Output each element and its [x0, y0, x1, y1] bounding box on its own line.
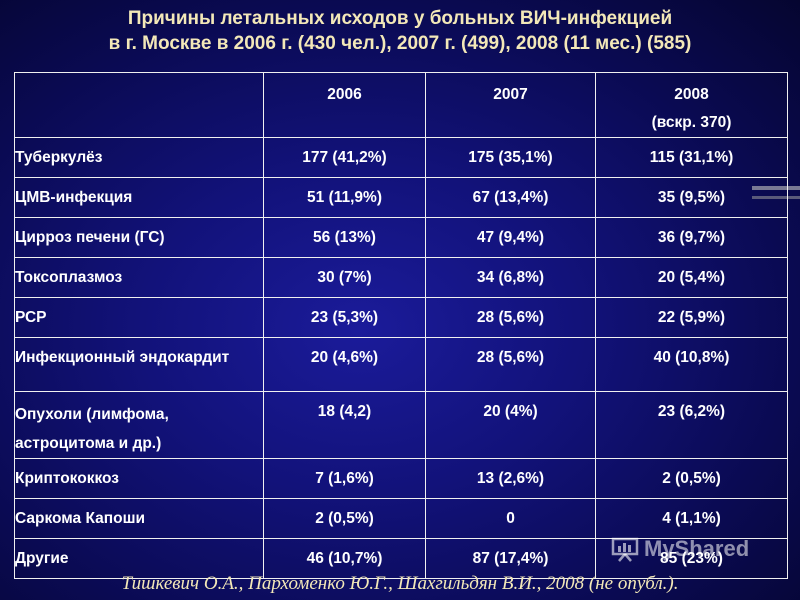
table-row: Опухоли (лимфома, астроцитома и др.) 18 …: [14, 391, 788, 459]
header-cell-2007: 2007: [425, 72, 596, 138]
value-2008: 35 (9,5%): [595, 177, 788, 218]
value-2006: 30 (7%): [263, 257, 426, 298]
value-2006: 23 (5,3%): [263, 297, 426, 338]
table-row: ЦМВ-инфекция 51 (11,9%) 67 (13,4%) 35 (9…: [14, 177, 788, 218]
value-2007: 87 (17,4%): [425, 538, 596, 579]
watermark-text: MyShared: [644, 536, 750, 561]
value-2006: 20 (4,6%): [263, 337, 426, 392]
cause-name: Саркома Капоши: [14, 498, 264, 539]
value-2007: 28 (5,6%): [425, 297, 596, 338]
cause-name: Криптококкоз: [14, 458, 264, 499]
title-line-2: в г. Москве в 2006 г. (430 чел.), 2007 г…: [108, 33, 692, 54]
value-2006: 177 (41,2%): [263, 137, 426, 178]
value-2007: 175 (35,1%): [425, 137, 596, 178]
cause-name: Токсоплазмоз: [14, 257, 264, 298]
table-row: РСР 23 (5,3%) 28 (5,6%) 22 (5,9%): [14, 297, 788, 338]
value-2008: 22 (5,9%): [595, 297, 788, 338]
value-2008: 2 (0,5%): [595, 458, 788, 499]
cause-name: ЦМВ-инфекция: [14, 177, 264, 218]
value-2008: 20 (5,4%): [595, 257, 788, 298]
slide-title: Причины летальных исходов у больных ВИЧ-…: [0, 6, 800, 56]
value-2008: 115 (31,1%): [595, 137, 788, 178]
table-row: Цирроз печени (ГС) 56 (13%) 47 (9,4%) 36…: [14, 217, 788, 258]
header-cell-empty: [14, 72, 264, 138]
value-2008: 23 (6,2%): [595, 391, 788, 459]
header-2008-sub: (вскр. 370): [651, 114, 732, 131]
value-2008: 85 (23%): [595, 538, 788, 579]
table-row: Саркома Капоши 2 (0,5%) 0 4 (1,1%): [14, 498, 788, 539]
table-row: Токсоплазмоз 30 (7%) 34 (6,8%) 20 (5,4%): [14, 257, 788, 298]
citation-footer: Тишкевич О.А., Пархоменко Ю.Г., Шахгильд…: [121, 573, 679, 594]
table-row: Туберкулёз 177 (41,2%) 175 (35,1%) 115 (…: [14, 137, 788, 178]
header-2008-year: 2008: [674, 86, 709, 103]
presentation-board-icon: [611, 537, 639, 562]
value-2007: 47 (9,4%): [425, 217, 596, 258]
value-2006: 7 (1,6%): [263, 458, 426, 499]
mortality-table: 2006 2007 2008 (вскр. 370) Туберкулёз 17…: [14, 72, 788, 579]
cause-name: Другие: [14, 538, 264, 579]
value-2008: 40 (10,8%): [595, 337, 788, 392]
value-2006: 46 (10,7%): [263, 538, 426, 579]
watermark: MyShared: [610, 536, 749, 562]
value-2007: 28 (5,6%): [425, 337, 596, 392]
table-row: Криптококкоз 7 (1,6%) 13 (2,6%) 2 (0,5%): [14, 458, 788, 499]
table-header-row: 2006 2007 2008 (вскр. 370): [14, 72, 788, 138]
cause-name: Опухоли (лимфома, астроцитома и др.): [14, 391, 264, 459]
cause-name: Туберкулёз: [14, 137, 264, 178]
value-2006: 51 (11,9%): [263, 177, 426, 218]
value-2006: 56 (13%): [263, 217, 426, 258]
value-2007: 34 (6,8%): [425, 257, 596, 298]
value-2006: 2 (0,5%): [263, 498, 426, 539]
value-2007: 13 (2,6%): [425, 458, 596, 499]
value-2007: 0: [425, 498, 596, 539]
value-2007: 67 (13,4%): [425, 177, 596, 218]
table-row: Инфекционный эндокардит 20 (4,6%) 28 (5,…: [14, 337, 788, 392]
header-cell-2008: 2008 (вскр. 370): [595, 72, 788, 138]
title-line-1: Причины летальных исходов у больных ВИЧ-…: [127, 8, 673, 29]
value-2008: 36 (9,7%): [595, 217, 788, 258]
value-2008: 4 (1,1%): [595, 498, 788, 539]
value-2006: 18 (4,2): [263, 391, 426, 459]
value-2007: 20 (4%): [425, 391, 596, 459]
header-cell-2006: 2006: [263, 72, 426, 138]
cause-name: Инфекционный эндокардит: [14, 337, 264, 392]
table-row: Другие 46 (10,7%) 87 (17,4%) 85 (23%): [14, 538, 788, 579]
cause-name: Цирроз печени (ГС): [14, 217, 264, 258]
cause-name: РСР: [14, 297, 264, 338]
